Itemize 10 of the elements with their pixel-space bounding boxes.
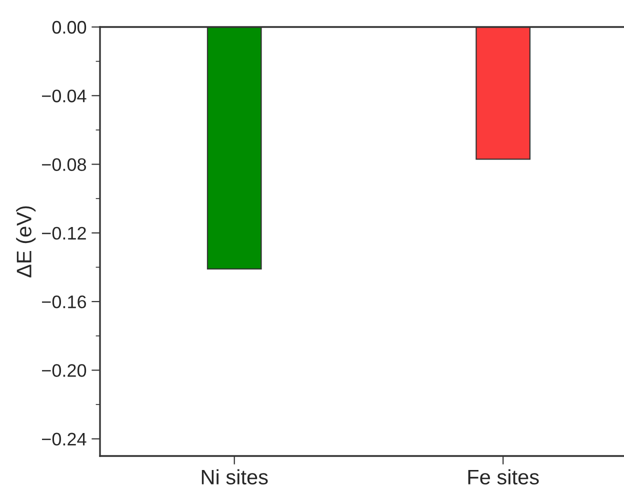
y-tick-label: −0.12 <box>42 226 86 240</box>
y-tick-label: 0.00 <box>52 20 86 34</box>
y-tick-label: −0.04 <box>42 90 86 102</box>
x-tick-label: Ni sites <box>202 469 268 484</box>
y-tick-label: −0.08 <box>42 158 86 171</box>
y-tick-label: −0.16 <box>42 295 86 308</box>
y-tick-label: −0.24 <box>42 432 86 446</box>
x-tick-label: Fe sites <box>468 469 539 484</box>
y-axis-title: ΔE (eV) <box>16 206 36 278</box>
y-tick-label: −0.20 <box>42 364 86 377</box>
